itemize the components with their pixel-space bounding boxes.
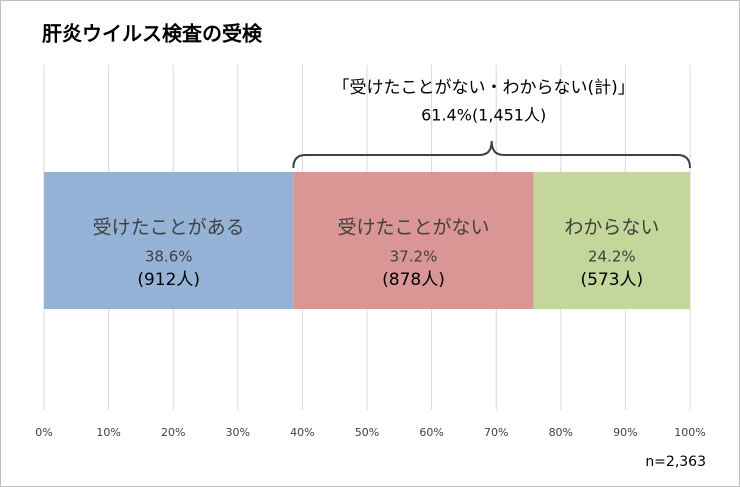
annotation-brace: [292, 140, 691, 169]
x-tick-label: 20%: [161, 426, 185, 439]
segment-name: 受けたことがない: [338, 217, 490, 239]
bar-segment: [533, 172, 690, 309]
bar-segment: [293, 172, 534, 309]
x-tick-label: 90%: [613, 426, 637, 439]
annotation-label: 「受けたことがない・わからない(計)」: [333, 78, 635, 98]
x-tick-label: 50%: [355, 426, 379, 439]
x-tick-label: 70%: [484, 426, 508, 439]
segment-name: 受けたことがある: [93, 217, 245, 239]
x-tick-label: 10%: [96, 426, 120, 439]
x-tick-label: 60%: [419, 426, 443, 439]
bar-segment: [44, 172, 294, 309]
x-tick-label: 100%: [674, 426, 705, 439]
count-label: (878人): [382, 270, 445, 290]
annotation-value: 61.4%(1,451人): [421, 106, 546, 125]
value-label: 37.2%: [390, 248, 438, 266]
value-label: 38.6%: [145, 248, 193, 266]
count-label: (573人): [580, 270, 643, 290]
segment-name: わからない: [564, 217, 659, 239]
x-tick-label: 0%: [35, 426, 52, 439]
chart-title: 肝炎ウイルス検査の受検: [42, 22, 263, 46]
x-tick-label: 80%: [549, 426, 573, 439]
count-label: (912人): [137, 270, 200, 290]
x-tick-label: 40%: [290, 426, 314, 439]
note: n=2,363: [645, 454, 706, 470]
value-label: 24.2%: [588, 248, 636, 266]
x-tick-label: 30%: [226, 426, 250, 439]
